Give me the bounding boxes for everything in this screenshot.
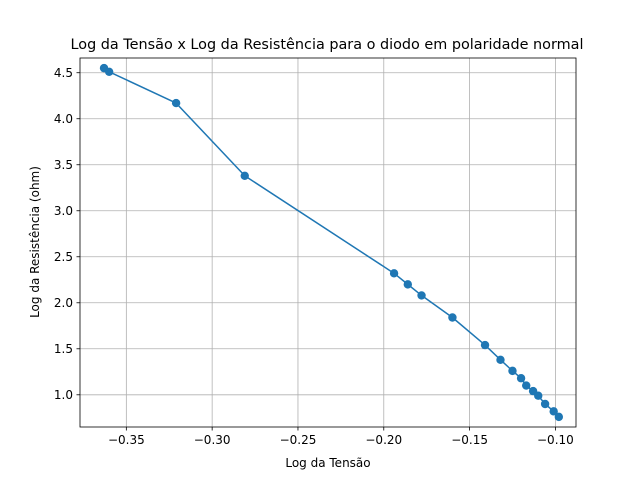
series-points [99, 63, 564, 422]
grid [80, 58, 576, 427]
data-point [171, 98, 181, 108]
y-tick-label: 3.5 [54, 158, 73, 172]
x-tick-label: −0.15 [451, 433, 488, 447]
data-point [240, 171, 249, 180]
data-point [417, 291, 426, 300]
chart-title: Log da Tensão x Log da Resistência para … [71, 37, 584, 53]
y-tick-label: 1.5 [54, 342, 73, 356]
plot-frame [79, 57, 577, 428]
data-point [522, 381, 531, 390]
data-point [403, 280, 413, 289]
data-point [549, 407, 558, 416]
data-point [448, 313, 457, 322]
y-tick-label: 2.0 [54, 296, 73, 310]
x-axis-ticks: −0.35 −0.30 −0.25 −0.20 −0.15 −0.10 [108, 427, 574, 447]
x-tick-label: −0.35 [108, 433, 145, 447]
data-point [516, 374, 526, 383]
y-tick-label: 2.5 [54, 250, 73, 264]
data-point [496, 355, 505, 365]
y-tick-label: 4.0 [54, 112, 73, 126]
data-point [389, 269, 399, 278]
data-point [554, 412, 564, 422]
y-tick-label: 1.0 [54, 388, 73, 402]
x-axis-label: Log da Tensão [285, 456, 370, 470]
x-tick-label: −0.20 [365, 433, 402, 447]
y-tick-label: 3.0 [54, 204, 73, 218]
data-point [480, 340, 490, 350]
y-axis-ticks: 1.0 1.5 2.0 2.5 3.0 3.5 4.0 4.5 [54, 66, 80, 402]
data-point [534, 391, 543, 400]
x-tick-label: −0.25 [280, 433, 317, 447]
x-tick-label: −0.10 [537, 433, 574, 447]
x-tick-label: −0.30 [194, 433, 231, 447]
data-point [508, 366, 517, 376]
data-point [540, 399, 550, 409]
data-point [104, 67, 114, 77]
y-tick-label: 4.5 [54, 66, 73, 80]
y-axis-label: Log da Resistência (ohm) [28, 166, 42, 318]
